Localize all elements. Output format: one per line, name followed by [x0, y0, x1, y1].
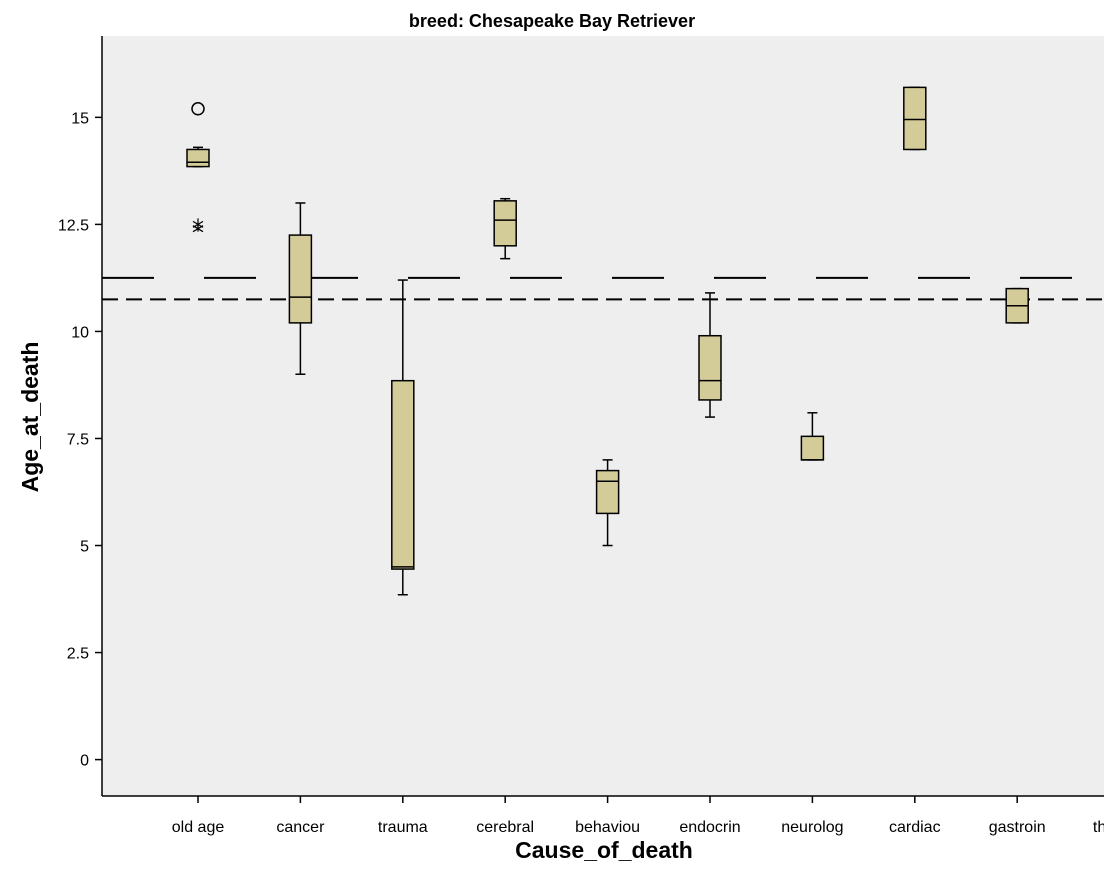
box-behaviou	[595, 459, 620, 547]
box-cardiac	[903, 86, 927, 151]
x-tick-label: cardiac	[889, 819, 941, 836]
box-body	[698, 334, 722, 401]
boxes	[186, 86, 1029, 596]
box-neurolog	[800, 412, 825, 461]
y-tick-label: 10	[71, 324, 89, 341]
box-endocrin	[698, 292, 722, 418]
box-cerebral	[493, 197, 517, 260]
x-tick-label: behaviou	[575, 819, 640, 836]
box-body	[186, 148, 210, 168]
y-tick-label: 15	[71, 110, 89, 127]
y-tick-label: 7.5	[67, 431, 89, 448]
y-tick-label: 0	[80, 753, 89, 770]
box-gastroin	[1005, 287, 1029, 324]
y-axis-title: Age_at_death	[17, 342, 43, 493]
y-tick-label: 2.5	[67, 646, 89, 663]
y-tick-label: 12.5	[58, 217, 89, 234]
x-tick-label: neurolog	[781, 819, 843, 836]
box-cancer	[288, 202, 313, 376]
box-body	[288, 234, 313, 324]
star-stroke	[192, 225, 204, 233]
x-tick-label: endocrin	[679, 819, 740, 836]
box-body	[391, 379, 415, 570]
outlier-circle	[191, 102, 205, 116]
x-tick-label: gastroin	[989, 819, 1046, 836]
y-tick-label: 5	[80, 539, 89, 556]
box-body	[903, 86, 927, 151]
x-tick-label: trauma	[378, 819, 428, 836]
box-body	[493, 200, 517, 247]
chart-title: breed: Chesapeake Bay Retriever	[409, 11, 695, 31]
y-axis: 0 2.5 5 7.5 10 12.5 15	[58, 36, 103, 796]
x-tick-label: cerebral	[476, 819, 534, 836]
reference-lines	[102, 276, 1104, 301]
box-body	[800, 435, 825, 461]
x-tick-label: the rest	[1093, 819, 1104, 836]
x-tick-label: cancer	[276, 819, 325, 836]
x-axis-title: Cause_of_death	[515, 837, 693, 863]
plot-area	[102, 36, 1104, 796]
box-trauma	[391, 279, 415, 596]
box-old-age	[186, 102, 210, 233]
x-axis: old age cancer trauma cerebral behaviou endoc…	[102, 795, 1104, 836]
box-body	[595, 469, 620, 515]
outlier-star	[192, 222, 204, 233]
x-tick-label: old age	[172, 819, 225, 836]
